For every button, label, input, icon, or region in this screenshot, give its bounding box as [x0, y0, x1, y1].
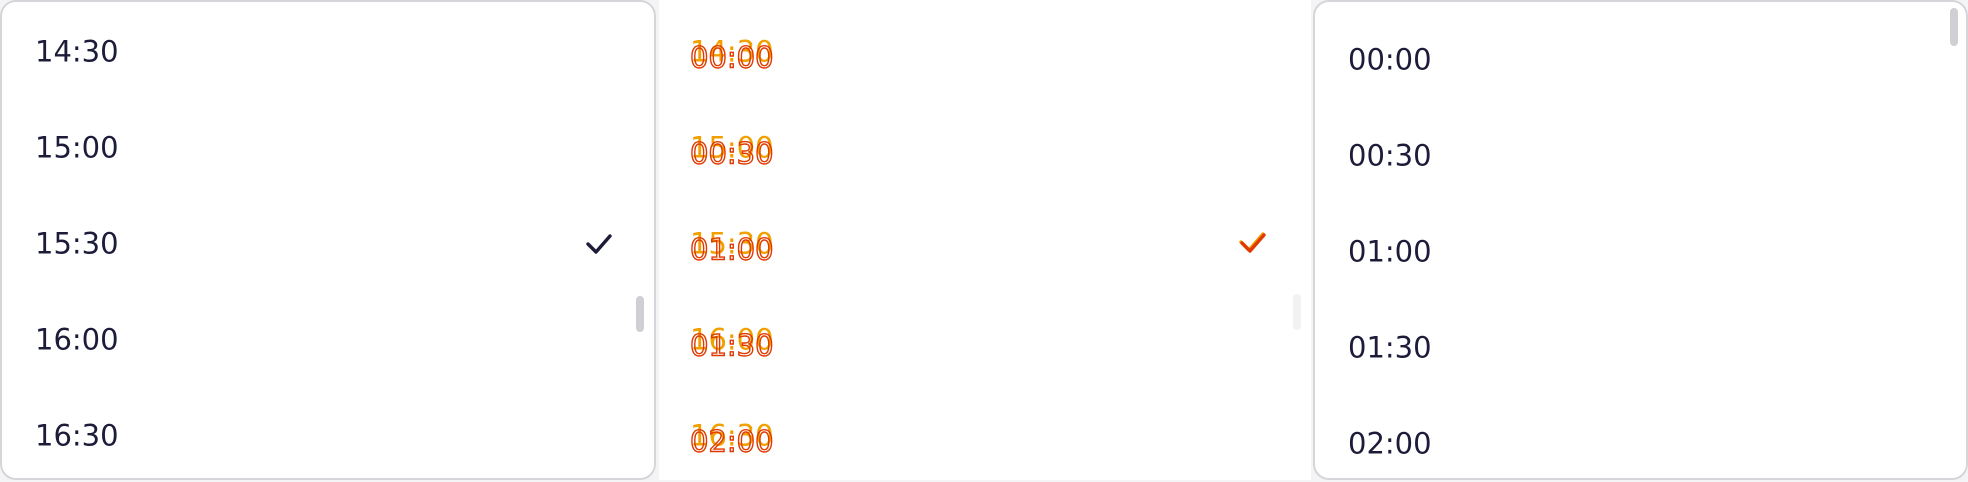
time-option[interactable]: 15:00 [35, 130, 119, 165]
time-option[interactable]: 16:00 [35, 322, 119, 357]
time-option-after: 01:30 [689, 328, 774, 363]
time-option-before: 15:00 [690, 130, 774, 165]
time-option[interactable]: 01:00 [1348, 234, 1432, 269]
time-option[interactable]: 14:30 [35, 34, 119, 69]
scrollbar [636, 296, 644, 332]
time-option[interactable]: 15:30 [35, 226, 119, 261]
time-option-before: 14:30 [690, 34, 774, 69]
check-icon [1240, 233, 1266, 253]
time-list-after: 00:00 00:30 01:00 01:30 02:00 [1313, 0, 1968, 480]
time-option-after: 00:00 [689, 40, 774, 75]
time-option-before: 15:30 [690, 226, 774, 261]
time-option-after: 02:00 [689, 424, 774, 459]
time-option[interactable]: 01:30 [1348, 330, 1432, 365]
time-option[interactable]: 02:00 [1348, 426, 1432, 461]
time-option-after: 00:30 [689, 136, 774, 171]
time-option[interactable]: 16:30 [35, 418, 119, 453]
time-list-before: 14:30 15:00 15:30 16:00 16:30 [0, 0, 656, 480]
diff-overlay: 14:30 15:00 15:30 16:00 16:30 00:00 00:30 01:00… [659, 0, 1311, 480]
time-option-before: 16:00 [690, 322, 774, 357]
check-icon [586, 234, 612, 254]
time-option-before: 16:30 [690, 418, 774, 453]
time-option-after: 01:00 [689, 232, 774, 267]
time-option[interactable]: 00:30 [1348, 138, 1432, 173]
scrollbar [1293, 294, 1301, 330]
scrollbar [1950, 8, 1958, 46]
time-option[interactable]: 00:00 [1348, 42, 1432, 77]
